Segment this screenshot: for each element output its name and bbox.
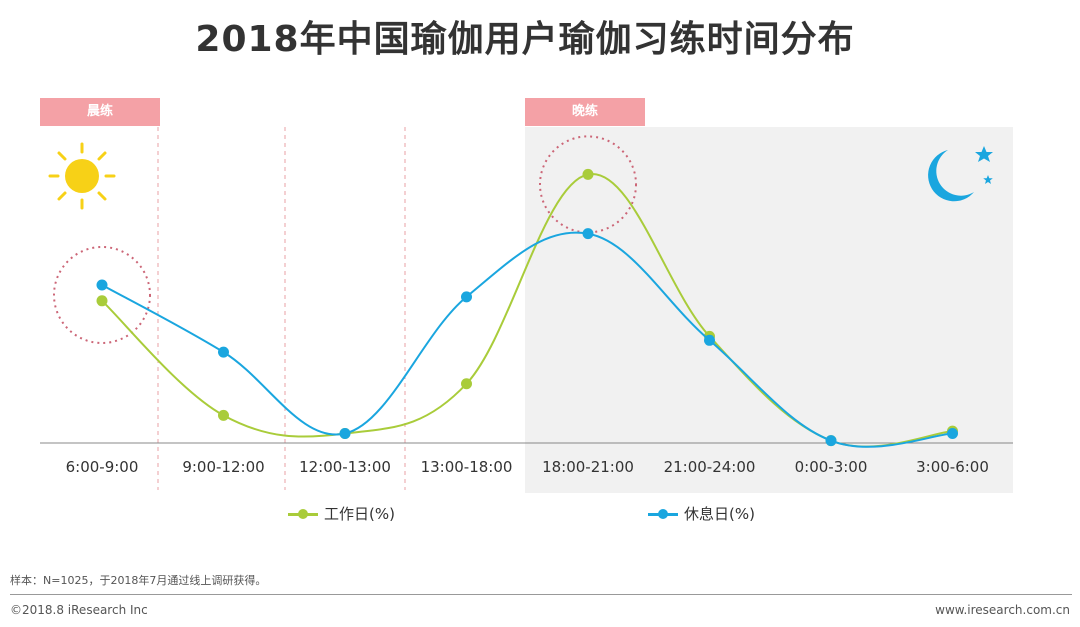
data-point[interactable] bbox=[704, 334, 715, 346]
legend-item-rest[interactable]: 休息日(%) bbox=[648, 503, 755, 524]
legend-item-work[interactable]: 工作日(%) bbox=[288, 503, 395, 524]
data-point[interactable] bbox=[461, 291, 472, 303]
legend-swatch-rest bbox=[648, 507, 678, 521]
data-point[interactable] bbox=[218, 409, 229, 421]
morning-background bbox=[40, 127, 158, 493]
x-tick-label: 21:00-24:00 bbox=[664, 458, 756, 476]
legend-label-rest: 休息日(%) bbox=[684, 505, 755, 523]
footer-divider bbox=[10, 594, 1072, 595]
chart-title: 2018年中国瑜伽用户瑜伽习练时间分布 bbox=[195, 19, 855, 60]
data-point[interactable] bbox=[582, 228, 594, 240]
highlight-circle bbox=[53, 246, 151, 344]
copyright: ©2018.8 iResearch Inc bbox=[10, 603, 148, 617]
sun-icon bbox=[48, 142, 116, 210]
series-line-1 bbox=[101, 231, 953, 448]
data-point[interactable] bbox=[96, 279, 108, 291]
data-point[interactable] bbox=[218, 346, 229, 358]
x-tick-label: 9:00-12:00 bbox=[182, 458, 264, 476]
data-point[interactable] bbox=[947, 428, 958, 440]
highlight-circle bbox=[539, 135, 637, 234]
legend-swatch-work bbox=[288, 507, 318, 521]
morning-tag: 晨练 bbox=[40, 98, 160, 126]
data-point[interactable] bbox=[96, 295, 108, 307]
evening-tag: 晚练 bbox=[525, 98, 645, 126]
x-tick-label: 12:00-13:00 bbox=[299, 458, 391, 476]
legend-label-work: 工作日(%) bbox=[324, 505, 395, 523]
data-point[interactable] bbox=[825, 435, 837, 447]
data-point[interactable] bbox=[461, 378, 472, 390]
x-tick-label: 13:00-18:00 bbox=[421, 458, 513, 476]
data-point[interactable] bbox=[582, 168, 594, 180]
x-tick-label: 18:00-21:00 bbox=[542, 458, 634, 476]
x-tick-label: 0:00-3:00 bbox=[795, 458, 868, 476]
x-tick-label: 6:00-9:00 bbox=[66, 458, 139, 476]
sample-note: 样本：N=1025，于2018年7月通过线上调研获得。 bbox=[10, 574, 267, 587]
x-tick-label: 3:00-6:00 bbox=[916, 458, 989, 476]
night-background bbox=[525, 127, 1013, 493]
moon-stars-icon bbox=[928, 146, 993, 202]
website-link[interactable]: www.iresearch.com.cn bbox=[935, 603, 1070, 617]
data-point[interactable] bbox=[339, 428, 351, 440]
